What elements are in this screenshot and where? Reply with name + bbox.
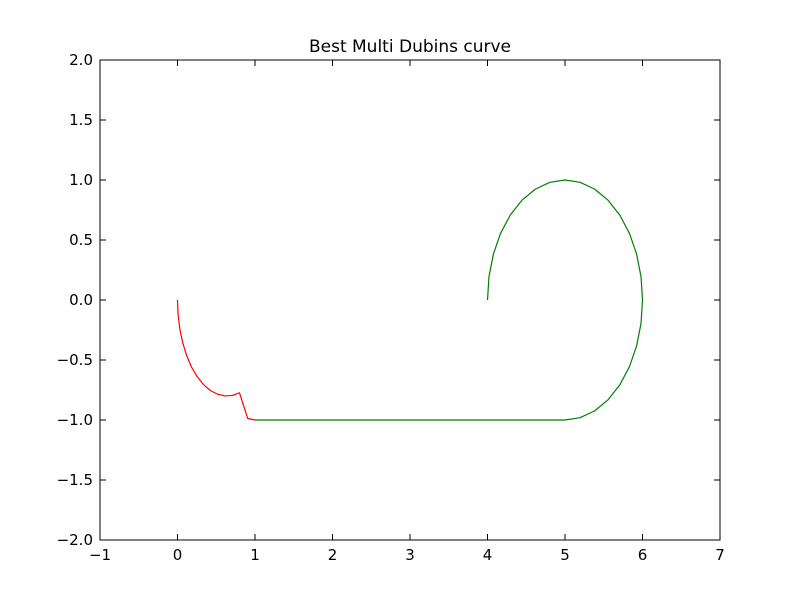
y-tick-label: 2.0: [69, 51, 93, 69]
y-tick-label: 1.0: [69, 171, 93, 189]
series-line-1: [176, 299, 256, 421]
x-tick-label: 6: [638, 546, 648, 564]
y-tick-label: 1.5: [69, 111, 93, 129]
x-tick-label: −1: [89, 546, 111, 564]
y-tick-label: 0.0: [69, 291, 93, 309]
x-tick-label: 5: [560, 546, 570, 564]
plot-area: [99, 59, 721, 541]
x-tick-label: 1: [250, 546, 260, 564]
x-tick-label: 2: [328, 546, 338, 564]
series-line-2: [255, 179, 644, 421]
plot-frame: [99, 59, 721, 541]
y-tick-label: 0.5: [69, 231, 93, 249]
x-axis: −1 0 1 2 3 4 5 6 7: [89, 60, 725, 564]
y-tick-label: −1.0: [57, 411, 93, 429]
y-tick-label: −1.5: [57, 471, 93, 489]
x-tick-label: 4: [483, 546, 493, 564]
y-tick-label: −2.0: [57, 531, 93, 549]
y-tick-label: −0.5: [57, 351, 93, 369]
chart-title: Best Multi Dubins curve: [309, 37, 511, 57]
x-tick-label: 0: [173, 546, 183, 564]
series-layer: [176, 179, 644, 421]
y-axis: −2.0 −1.5 −1.0 −0.5 0.0 0.5 1.0 1.5 2.0: [57, 51, 720, 549]
x-tick-label: 7: [715, 546, 725, 564]
x-tick-label: 3: [405, 546, 415, 564]
